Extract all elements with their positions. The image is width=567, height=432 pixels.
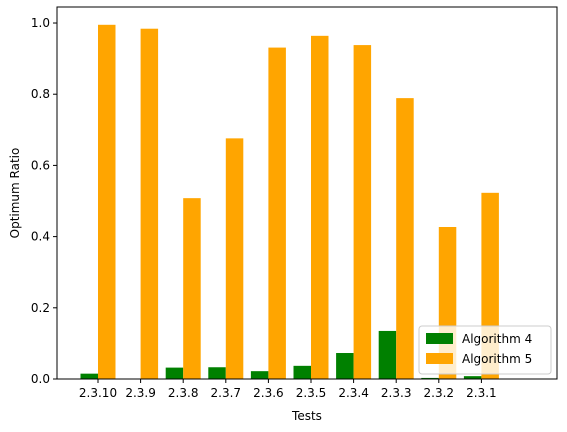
y-tick-label-2: 0.2 bbox=[31, 301, 50, 315]
x-tick-label-9: 2.3.2 bbox=[424, 386, 455, 400]
legend-label-2: Algorithm 5 bbox=[462, 352, 532, 366]
y-axis-label: Optimum Ratio bbox=[8, 148, 22, 239]
x-tick-label-3: 2.3.8 bbox=[168, 386, 199, 400]
y-tick-label-5: 0.8 bbox=[31, 87, 50, 101]
bar-series1-9 bbox=[421, 377, 439, 379]
y-tick-label-6: 1.0 bbox=[31, 16, 50, 30]
bar-series2-3 bbox=[183, 198, 201, 379]
x-tick-label-5: 2.3.6 bbox=[253, 386, 284, 400]
legend-swatch-1 bbox=[426, 333, 453, 344]
bar-series1-10 bbox=[463, 376, 482, 379]
y-tick-label-3: 0.4 bbox=[31, 230, 50, 244]
legend: Algorithm 4 Algorithm 5 bbox=[418, 325, 552, 375]
bar-series1-3 bbox=[165, 367, 184, 379]
bar-series2-8 bbox=[396, 98, 414, 379]
bar-series1-5 bbox=[250, 371, 269, 379]
bar-series2-2 bbox=[140, 28, 159, 380]
bar-series1-1 bbox=[80, 373, 98, 379]
x-tick-label-10: 2.3.1 bbox=[466, 386, 497, 400]
bar-series2-4 bbox=[225, 138, 244, 379]
x-tick-label-2: 2.3.9 bbox=[125, 386, 156, 400]
y-tick-label-1: 0.0 bbox=[31, 372, 50, 386]
x-tick-label-7: 2.3.4 bbox=[338, 386, 369, 400]
bar-series2-5 bbox=[268, 47, 286, 379]
x-tick-label-1: 2.3.10 bbox=[79, 386, 117, 400]
bar-series2-1 bbox=[98, 24, 116, 380]
x-axis: 2.3.10 2.3.9 2.3.8 2.3.7 2.3.6 2.3.5 2.3.4 2.3.… bbox=[79, 379, 497, 400]
legend-swatch-2 bbox=[426, 353, 453, 364]
bar-series2-7 bbox=[353, 45, 372, 380]
bar-series2-6 bbox=[311, 35, 329, 379]
x-tick-label-8: 2.3.3 bbox=[381, 386, 412, 400]
legend-label-1: Algorithm 4 bbox=[462, 332, 532, 346]
x-axis-label: Tests bbox=[291, 409, 322, 423]
y-tick-label-4: 0.6 bbox=[31, 158, 50, 172]
bars-group bbox=[80, 24, 499, 380]
bar-series1-6 bbox=[293, 365, 311, 379]
bar-series1-4 bbox=[208, 367, 226, 379]
bar-series1-7 bbox=[336, 353, 354, 379]
bar-series1-8 bbox=[378, 330, 397, 379]
y-axis: 0.0 0.2 0.4 0.6 0.8 1.0 bbox=[31, 16, 57, 386]
x-tick-label-6: 2.3.5 bbox=[296, 386, 327, 400]
plot-frame bbox=[56, 6, 558, 380]
x-tick-label-4: 2.3.7 bbox=[211, 386, 242, 400]
